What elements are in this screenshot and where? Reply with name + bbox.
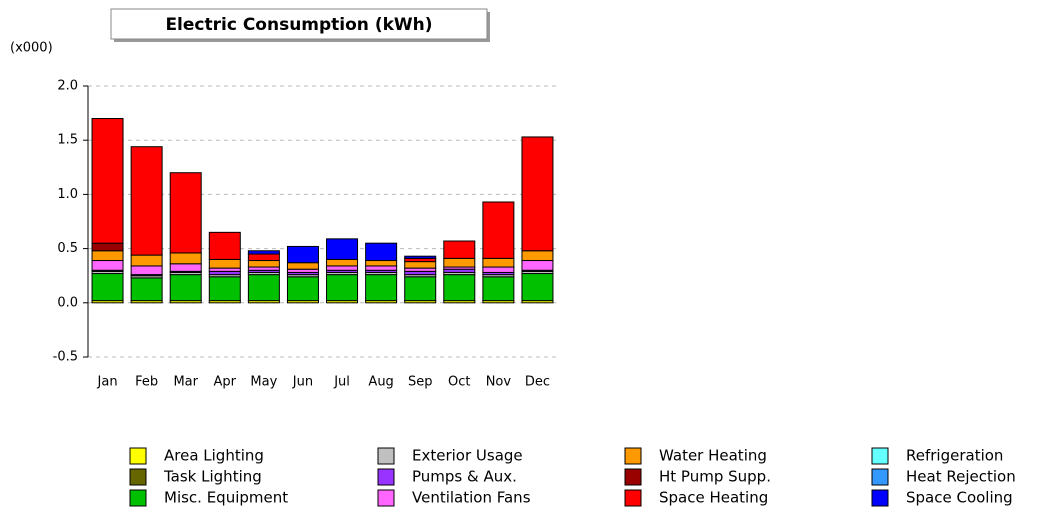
x-tick-label: Oct	[448, 375, 470, 390]
legend-swatch	[377, 489, 395, 507]
bar-segment	[247, 253, 280, 262]
legend-swatch	[624, 489, 642, 507]
x-tick-label: Jan	[97, 375, 118, 390]
bar-segment	[326, 265, 359, 271]
y-tick-label: 1.0	[57, 187, 78, 202]
legend-label: Pumps & Aux.	[412, 468, 517, 486]
bar-segment	[443, 274, 476, 302]
bar-segment	[365, 242, 398, 262]
bar-segment	[286, 262, 319, 270]
bar-segment	[208, 231, 241, 260]
bar-segment	[482, 266, 515, 273]
bar-segment	[521, 260, 554, 271]
bar-segment	[443, 257, 476, 268]
bar-segment	[365, 260, 398, 267]
bar-segment	[286, 245, 319, 264]
x-tick-label: Feb	[135, 375, 158, 390]
chart-title: Electric Consumption (kWh)	[165, 15, 432, 35]
bar-segment	[169, 274, 202, 302]
legend-label: Ht Pump Supp.	[659, 468, 771, 486]
bar-segment	[521, 273, 554, 302]
legend-swatch	[624, 468, 642, 486]
bar-segment	[91, 250, 124, 262]
bar-segment	[247, 250, 280, 255]
bar-segment	[130, 277, 163, 302]
legend-swatch	[129, 468, 147, 486]
legend-label: Water Heating	[659, 447, 767, 465]
bar-segment	[326, 274, 359, 302]
bar-segment	[443, 240, 476, 259]
bar-segment	[404, 276, 437, 302]
legend-swatch	[129, 447, 147, 465]
bar-segment	[130, 146, 163, 256]
bar-segment	[521, 250, 554, 262]
x-tick-label: Apr	[214, 375, 237, 390]
bar-segment	[521, 136, 554, 252]
legend-swatch	[377, 468, 395, 486]
legend-label: Ventilation Fans	[412, 489, 531, 507]
bar-segment	[326, 238, 359, 260]
y-tick-label: 0.0	[57, 295, 78, 310]
bar-segment	[247, 260, 280, 268]
bar-segment	[169, 263, 202, 272]
bar-segment	[169, 252, 202, 265]
x-tick-label: Jul	[333, 375, 350, 390]
x-tick-label: Aug	[368, 375, 393, 390]
x-tick-label: Nov	[486, 375, 512, 390]
bar-segment	[482, 201, 515, 259]
bar-segment	[365, 265, 398, 271]
legend-swatch	[871, 468, 889, 486]
bar-segment	[208, 276, 241, 302]
bar-segment	[208, 258, 241, 269]
bar-segment	[404, 261, 437, 269]
y-tick-label: -0.5	[53, 350, 78, 365]
unit-label: (x000)	[10, 41, 53, 56]
bar-segment	[91, 118, 124, 244]
legend-swatch	[624, 447, 642, 465]
bar-segment	[91, 273, 124, 302]
legend-label: Space Heating	[659, 489, 768, 507]
bar-segment	[482, 257, 515, 268]
title-box	[110, 8, 488, 40]
x-tick-label: Mar	[173, 375, 198, 390]
legend-label: Heat Rejection	[906, 468, 1016, 486]
legend-label: Misc. Equipment	[164, 489, 288, 507]
bar-segment	[91, 260, 124, 271]
y-tick-label: 1.5	[57, 133, 78, 148]
y-tick-label: 0.5	[57, 241, 78, 256]
bar-segment	[326, 258, 359, 267]
legend-label: Space Cooling	[906, 489, 1013, 507]
legend-swatch	[377, 447, 395, 465]
bar-segment	[404, 255, 437, 259]
legend-swatch	[871, 447, 889, 465]
legend-swatch	[871, 489, 889, 507]
bar-segment	[130, 254, 163, 267]
x-tick-label: Dec	[525, 375, 550, 390]
x-tick-label: May	[250, 375, 277, 390]
x-tick-label: Sep	[408, 375, 433, 390]
legend-label: Refrigeration	[906, 447, 1003, 465]
legend-label: Task Lighting	[163, 468, 262, 486]
legend-label: Exterior Usage	[412, 447, 523, 465]
legend-label: Area Lighting	[164, 447, 264, 465]
legend-swatch	[129, 489, 147, 507]
bar-segment	[169, 172, 202, 254]
bar-segment	[365, 274, 398, 302]
bar-segment	[286, 276, 319, 302]
x-tick-label: Jun	[292, 375, 313, 390]
bar-segment	[91, 242, 124, 252]
bar-segment	[482, 276, 515, 302]
bar-segment	[130, 265, 163, 276]
bar-segment	[247, 274, 280, 302]
y-tick-label: 2.0	[57, 79, 78, 94]
